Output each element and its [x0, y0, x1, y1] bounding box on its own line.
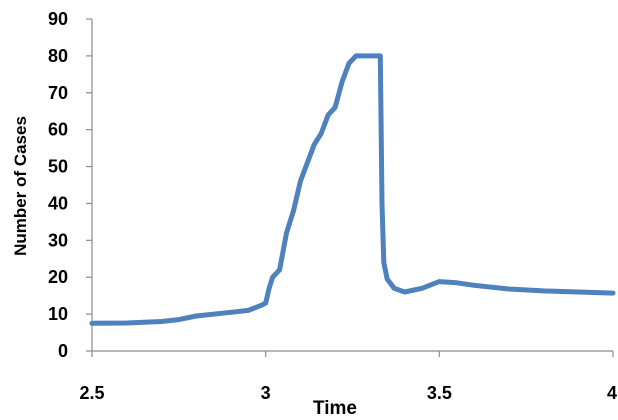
- x-tick-labels: 2.5 3 3.5 4: [79, 383, 617, 403]
- x-axis: [91, 350, 614, 357]
- y-axis-title: Number of Cases: [11, 116, 30, 256]
- y-tick-label: 30: [48, 230, 68, 250]
- x-tick-label: 3: [261, 383, 271, 403]
- series-line: [89, 53, 616, 326]
- series-group: [89, 53, 616, 326]
- y-axis: [86, 18, 93, 352]
- x-tick-label: 3.5: [427, 383, 452, 403]
- y-tick-label: 0: [58, 341, 68, 361]
- y-tick-label: 40: [48, 193, 68, 213]
- y-tick-labels: 0 10 20 30 40 50 60 70 80 90: [48, 9, 68, 361]
- y-tick-label: 50: [48, 157, 68, 177]
- y-tick-label: 60: [48, 120, 68, 140]
- x-tick-label: 4: [607, 383, 617, 403]
- y-tick-label: 10: [48, 304, 68, 324]
- x-tick-label: 2.5: [79, 383, 104, 403]
- x-axis-title: Time: [313, 398, 357, 419]
- y-tick-label: 90: [48, 9, 68, 29]
- y-tick-label: 80: [48, 46, 68, 66]
- y-tick-label: 20: [48, 267, 68, 287]
- y-tick-label: 70: [48, 83, 68, 103]
